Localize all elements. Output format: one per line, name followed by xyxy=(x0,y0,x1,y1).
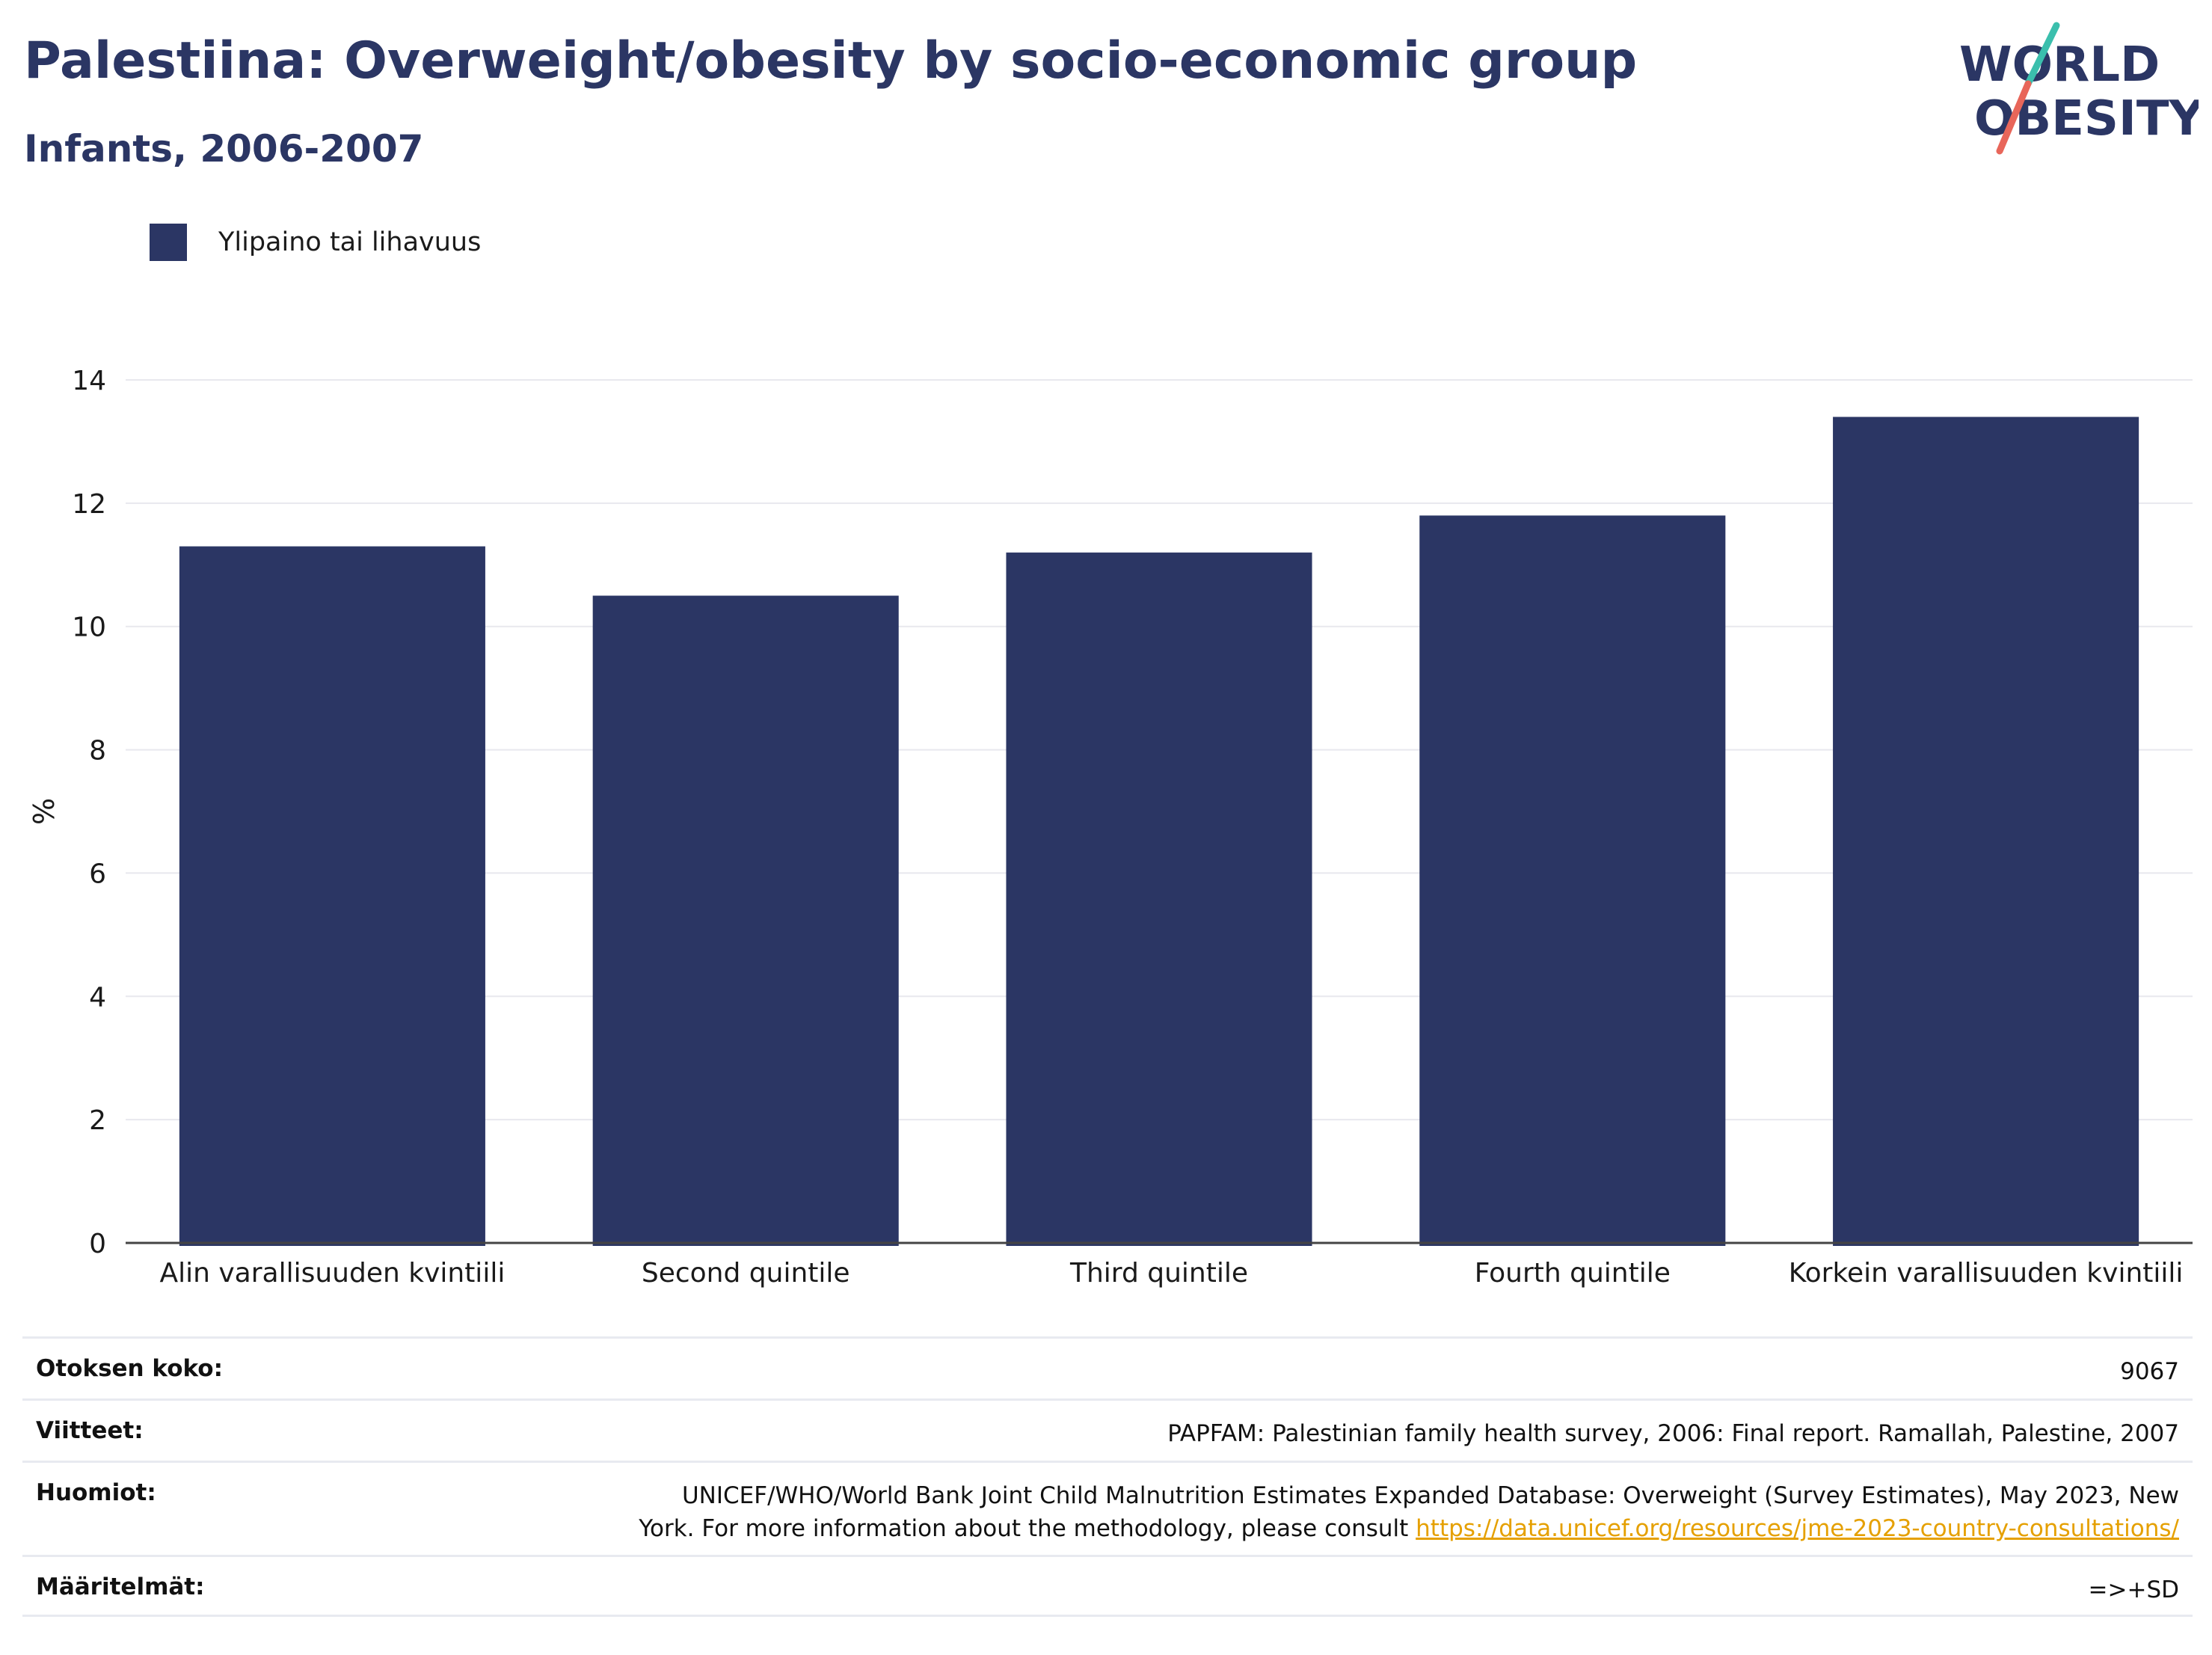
logo-slash-teal xyxy=(2024,22,2060,87)
info-table: Otoksen koko: 9067 Viitteet: PAPFAM: Pal… xyxy=(22,1336,2193,1617)
definitions-label: Määritelmät: xyxy=(36,1573,205,1600)
legend-swatch xyxy=(150,224,187,261)
info-row-definitions: Määritelmät: =>+SD xyxy=(22,1555,2193,1617)
info-row-references: Viitteet: PAPFAM: Palestinian family hea… xyxy=(22,1398,2193,1461)
sample-size-value: 9067 xyxy=(2120,1358,2179,1385)
x-tick-label: Third quintile xyxy=(1069,1258,1248,1289)
y-tick-label: 10 xyxy=(72,612,106,643)
references-value: PAPFAM: Palestinian family health survey… xyxy=(1167,1420,2179,1447)
x-tick-label: Second quintile xyxy=(642,1258,850,1289)
y-tick-label: 6 xyxy=(89,859,106,889)
chart-subtitle: Infants, 2006-2007 xyxy=(24,127,424,171)
bar-chart: 0 2 4 6 8 10 12 14% Alin varallisuuden kvintiili… xyxy=(28,366,2193,1289)
notes-line1: UNICEF/WHO/World Bank Joint Child Malnut… xyxy=(681,1482,2179,1509)
legend: Ylipaino tai lihavuus xyxy=(150,221,481,263)
y-tick-label: 14 xyxy=(72,366,106,396)
y-tick-label: 8 xyxy=(89,736,106,767)
notes-line2: York. For more information about the met… xyxy=(639,1515,1416,1542)
notes-value: UNICEF/WHO/World Bank Joint Child Malnut… xyxy=(639,1479,2179,1545)
y-tick-label: 12 xyxy=(72,489,106,520)
definitions-value: =>+SD xyxy=(2088,1576,2179,1603)
info-row-sample-size: Otoksen koko: 9067 xyxy=(22,1336,2193,1398)
bar xyxy=(1006,552,1312,1246)
y-tick-label: 0 xyxy=(89,1229,106,1259)
logo-line1: WORLD xyxy=(1959,37,2160,93)
sample-size-label: Otoksen koko: xyxy=(36,1355,223,1382)
x-tick-label: Alin varallisuuden kvintiili xyxy=(159,1258,505,1289)
bar xyxy=(1833,417,2139,1246)
y-axis-label: % xyxy=(28,798,61,825)
legend-label: Ylipaino tai lihavuus xyxy=(218,227,482,257)
x-tick-label: Fourth quintile xyxy=(1475,1258,1671,1289)
bar xyxy=(592,595,899,1246)
info-row-notes: Huomiot: UNICEF/WHO/World Bank Joint Chi… xyxy=(22,1461,2193,1555)
notes-label: Huomiot: xyxy=(36,1479,156,1506)
references-label: Viitteet: xyxy=(36,1417,144,1444)
methodology-link[interactable]: https://data.unicef.org/resources/jme-20… xyxy=(1416,1515,2179,1542)
bar xyxy=(179,546,485,1246)
logo-slash-coral xyxy=(1996,80,2032,155)
x-tick-label: Korkein varallisuuden kvintiili xyxy=(1789,1258,2184,1289)
y-tick-label: 4 xyxy=(89,982,106,1013)
chart-title: Palestiina: Overweight/obesity by socio-… xyxy=(24,31,1638,90)
bar xyxy=(1419,515,1726,1246)
y-tick-label: 2 xyxy=(89,1105,106,1136)
world-obesity-logo: WORLD OBESITY xyxy=(1959,22,2199,155)
